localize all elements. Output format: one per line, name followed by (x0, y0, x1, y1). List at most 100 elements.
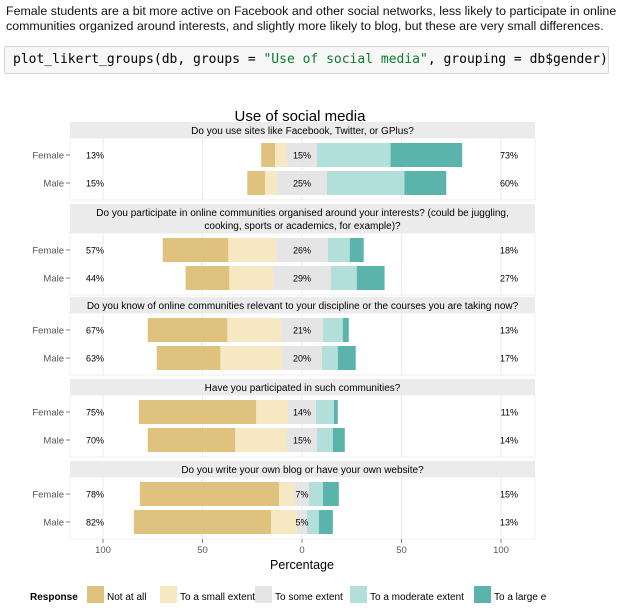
bar-segment (138, 400, 257, 424)
bar-segment (247, 171, 266, 195)
code-block: plot_likert_groups(db, groups = "Use of … (4, 46, 609, 74)
code-string: "Use of social media" (255, 52, 428, 67)
bar-label-low: 70% (86, 436, 104, 446)
bar-label-low: 67% (86, 326, 104, 336)
bar-segment (228, 238, 277, 262)
bar-segment (295, 482, 309, 506)
bar-segment (337, 346, 356, 370)
panel-question: Do you know of online communities releva… (87, 301, 519, 312)
panel-strip (70, 379, 535, 395)
bar-segment (327, 238, 350, 262)
bar-segment (282, 346, 322, 370)
bar-label-high: 14% (500, 436, 518, 446)
bar-segment (147, 428, 236, 452)
bar-segment (275, 143, 288, 167)
bar-label-neutral: 5% (295, 518, 308, 528)
bar-segment (297, 510, 307, 534)
bar-label-low: 78% (86, 490, 104, 500)
group-label: Male (43, 518, 64, 529)
legend-swatch (87, 586, 104, 603)
bar-label-neutral: 29% (293, 274, 311, 284)
bar-label-low: 44% (86, 274, 104, 284)
x-tick-label: 0 (299, 545, 304, 556)
bar-segment (288, 400, 316, 424)
panel-strip (70, 461, 535, 477)
bar-label-high: 15% (500, 490, 518, 500)
bar-label-neutral: 15% (293, 436, 311, 446)
bar-label-high: 27% (500, 274, 518, 284)
code-mid: , grouping (427, 52, 514, 67)
group-label: Female (32, 151, 64, 162)
bar-segment (220, 346, 283, 370)
x-axis: 100 50 0 50 100 (95, 539, 509, 556)
bar-segment (356, 266, 385, 290)
bar-segment (287, 143, 317, 167)
bar-segment (390, 143, 463, 167)
x-tick-label: 100 (493, 545, 509, 556)
bar-label-high: 11% (501, 408, 518, 418)
group-label: Female (32, 490, 64, 501)
legend-swatch (350, 586, 367, 603)
bar-label-neutral: 20% (293, 354, 311, 364)
bar-segment (162, 238, 229, 262)
x-tick-label: 100 (95, 545, 111, 556)
bar-segment (404, 171, 447, 195)
bar-label-low: 57% (86, 246, 104, 256)
bar-segment (332, 428, 345, 452)
bar-segment (306, 510, 319, 534)
bar-label-high: 13% (500, 326, 518, 336)
bar-label-high: 17% (500, 354, 518, 364)
bar-label-low: 82% (86, 518, 104, 528)
panel-question: Do you write your own blog or have your … (181, 465, 424, 476)
chart-panels: Do you use sites like Facebook, Twitter,… (32, 122, 536, 540)
bar-segment (322, 482, 339, 506)
likert-panel: Have you participated in such communitie… (32, 379, 536, 458)
likert-panel: Do you use sites like Facebook, Twitter,… (32, 122, 536, 201)
bar-segment (273, 266, 331, 290)
likert-chart: Use of social media Do you use sites lik… (30, 108, 547, 603)
bar-label-high: 60% (500, 179, 518, 189)
bar-segment (147, 318, 228, 342)
bar-segment (276, 238, 328, 262)
bar-segment (185, 266, 230, 290)
bar-label-high: 18% (500, 246, 518, 256)
bar-segment (342, 318, 349, 342)
bar-segment (139, 482, 280, 506)
bar-segment (281, 318, 323, 342)
legend-label: To a moderate extent (370, 592, 464, 603)
bar-label-neutral: 7% (295, 490, 308, 500)
legend-swatch (255, 586, 272, 603)
bar-segment (333, 400, 338, 424)
bar-segment (235, 428, 288, 452)
group-label: Male (43, 274, 64, 285)
legend-swatch (160, 586, 177, 603)
bar-segment (330, 266, 357, 290)
legend-label: Not at all (107, 592, 146, 603)
likert-panel: Do you participate in online communities… (32, 204, 536, 296)
bar-label-neutral: 15% (293, 151, 311, 161)
bar-label-low: 13% (86, 151, 104, 161)
bar-label-low: 75% (86, 408, 104, 418)
bar-label-low: 63% (86, 354, 104, 364)
bar-segment (265, 171, 278, 195)
bar-segment (261, 143, 276, 167)
bar-segment (318, 510, 333, 534)
code-eq: = (513, 52, 522, 67)
legend-label: To a large e (494, 592, 547, 603)
bar-segment (279, 482, 296, 506)
group-label: Female (32, 326, 64, 337)
group-label: Male (43, 354, 64, 365)
group-label: Male (43, 179, 64, 190)
group-label: Female (32, 408, 64, 419)
panel-question: Do you use sites like Facebook, Twitter,… (191, 126, 414, 137)
chart-title: Use of social media (235, 108, 367, 125)
group-label: Female (32, 246, 64, 257)
bar-segment (316, 428, 333, 452)
bar-segment (133, 510, 272, 534)
panel-strip (70, 204, 535, 233)
bar-segment (349, 238, 364, 262)
group-label: Male (43, 436, 64, 447)
legend-swatch (474, 586, 491, 603)
bar-label-neutral: 26% (293, 246, 311, 256)
code-end: db$gender) (521, 52, 608, 67)
